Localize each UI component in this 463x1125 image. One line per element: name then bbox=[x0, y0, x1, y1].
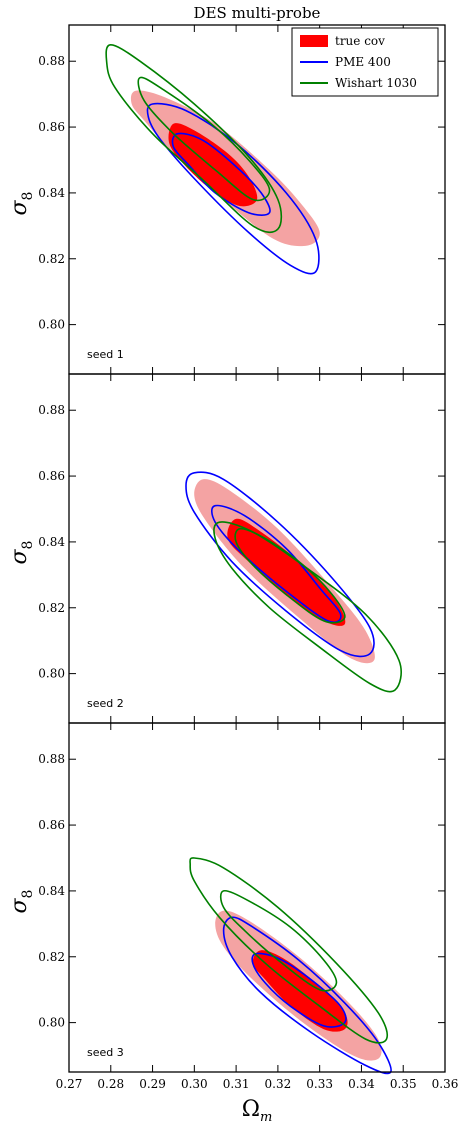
y-tick-label: 0.86 bbox=[38, 818, 65, 832]
contour-true-cov-inner-seed-1 bbox=[168, 123, 258, 207]
contour-wishart-1030-outer-seed-1 bbox=[105, 43, 283, 234]
x-tick-label: 0.29 bbox=[139, 1077, 166, 1091]
y-axis-label-2: σ8 bbox=[7, 541, 36, 565]
legend-label-wishart-1030: Wishart 1030 bbox=[335, 76, 417, 90]
x-tick-label: 0.31 bbox=[223, 1077, 250, 1091]
x-tick-label: 0.30 bbox=[181, 1077, 208, 1091]
y-tick-label: 0.80 bbox=[38, 667, 65, 681]
x-axis-label: Ωm bbox=[242, 1097, 273, 1125]
x-tick-label: 0.33 bbox=[306, 1077, 333, 1091]
y-tick-label: 0.82 bbox=[38, 950, 65, 964]
y-tick-label: 0.84 bbox=[38, 884, 65, 898]
legend-label-true-cov: true cov bbox=[335, 34, 385, 48]
contour-wishart-1030-inner-seed-2 bbox=[234, 527, 346, 624]
contour-pme-400-inner-seed-1 bbox=[171, 132, 271, 216]
y-tick-label: 0.80 bbox=[38, 318, 65, 332]
y-tick-label: 0.82 bbox=[38, 601, 65, 615]
x-tick-label: 0.27 bbox=[56, 1077, 83, 1091]
y-tick-label: 0.86 bbox=[38, 120, 65, 134]
y-tick-label: 0.84 bbox=[38, 535, 65, 549]
legend: true cov PME 400 Wishart 1030 bbox=[291, 27, 439, 97]
x-tick-label: 0.28 bbox=[97, 1077, 124, 1091]
y-tick-label: 0.80 bbox=[38, 1016, 65, 1030]
y-tick-label: 0.82 bbox=[38, 252, 65, 266]
y-axis-label-symbol: σ bbox=[7, 548, 32, 564]
contour-wishart-1030-outer-seed-3 bbox=[189, 857, 389, 1044]
x-axis-label-symbol: Ω bbox=[242, 1097, 260, 1122]
panel-3: 0.80 0.82 0.84 0.86 0.88 seed 3 σ8 bbox=[7, 722, 446, 1075]
panel-2: 0.80 0.82 0.84 0.86 0.88 seed 2 σ8 bbox=[7, 373, 446, 724]
y-tick-label: 0.88 bbox=[38, 54, 65, 68]
x-tick-label: 0.36 bbox=[432, 1077, 459, 1091]
x-axis-label-subscript: m bbox=[260, 1110, 272, 1125]
y-axis-label-3: σ8 bbox=[7, 890, 36, 914]
y-axis-label-subscript: 8 bbox=[20, 890, 36, 899]
y-tick-label: 0.84 bbox=[38, 186, 65, 200]
chart-title: DES multi-probe bbox=[194, 4, 321, 22]
x-tick-label: 0.35 bbox=[390, 1077, 417, 1091]
panel-1: 0.80 0.82 0.84 0.86 0.88 seed 1 σ8 bbox=[7, 24, 446, 375]
seed-label-1: seed 1 bbox=[87, 348, 124, 361]
legend-label-pme-400: PME 400 bbox=[335, 55, 391, 69]
x-axis-tick-labels: 0.27 0.28 0.29 0.30 0.31 0.32 0.33 0.34 0.35 0.36 bbox=[56, 1077, 459, 1091]
x-tick-label: 0.34 bbox=[348, 1077, 375, 1091]
contour-true-cov-inner-seed-2 bbox=[227, 518, 346, 626]
x-tick-label: 0.32 bbox=[265, 1077, 292, 1091]
y-tick-label: 0.88 bbox=[38, 752, 65, 766]
seed-label-2: seed 2 bbox=[87, 697, 124, 710]
contour-pme-400-inner-seed-3 bbox=[251, 952, 347, 1028]
contour-wishart-1030-inner-seed-3 bbox=[219, 889, 338, 992]
y-axis-label-1: σ8 bbox=[7, 192, 36, 216]
y-tick-label: 0.86 bbox=[38, 469, 65, 483]
y-axis-label-symbol: σ bbox=[7, 897, 32, 913]
y-axis-label-symbol: σ bbox=[7, 199, 32, 215]
panel-frame-3 bbox=[68, 722, 446, 1073]
legend-swatch-true-cov bbox=[300, 35, 328, 47]
contour-wishart-1030-inner-seed-1 bbox=[137, 76, 271, 202]
contour-pme-400-inner-seed-2 bbox=[210, 504, 342, 624]
y-tick-label: 0.88 bbox=[38, 403, 65, 417]
contour-pme-400-outer-seed-2 bbox=[185, 471, 375, 658]
y-axis-label-subscript: 8 bbox=[20, 192, 36, 201]
y-axis-label-subscript: 8 bbox=[20, 541, 36, 550]
seed-label-3: seed 3 bbox=[87, 1046, 124, 1059]
